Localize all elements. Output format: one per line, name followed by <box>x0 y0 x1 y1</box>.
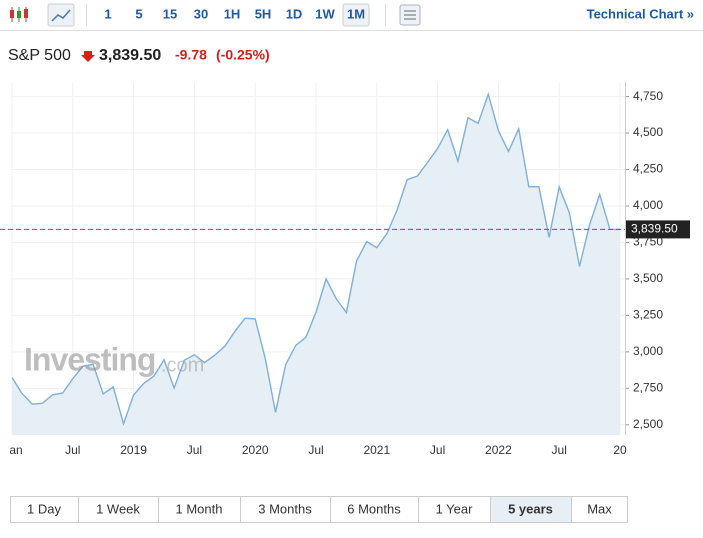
x-tick-label: 2020 <box>242 443 269 457</box>
instrument-name: S&P 500 <box>8 47 71 64</box>
y-tick-label: 4,000 <box>633 198 663 212</box>
y-tick-label: 4,500 <box>633 125 663 139</box>
y-tick-label: 3,250 <box>633 308 663 322</box>
interval-button[interactable]: 1W <box>315 6 335 21</box>
interval-button[interactable]: 1D <box>286 6 303 21</box>
range-tab[interactable]: 6 Months <box>347 501 401 516</box>
range-tab[interactable]: Max <box>587 501 612 516</box>
interval-button[interactable]: 5 <box>135 6 142 21</box>
line-chart-icon[interactable] <box>47 3 75 27</box>
x-tick-label: 2019 <box>120 443 147 457</box>
watermark-brand: Investing <box>24 341 155 377</box>
x-tick-label: 2022 <box>485 443 512 457</box>
interval-button[interactable]: 1 <box>104 6 111 21</box>
line <box>11 91 621 427</box>
x-tick-label: an <box>9 443 22 457</box>
range-tab[interactable]: 1 Week <box>96 501 140 516</box>
x-tick-label: 2021 <box>363 443 390 457</box>
y-tick-label: 4,750 <box>633 89 663 103</box>
change: -9.78 <box>175 47 207 63</box>
interval-active-bg <box>342 3 370 27</box>
x-tick-label: Jul <box>187 443 202 457</box>
tab-active-bg <box>490 497 572 522</box>
range-tab[interactable]: 1 Day <box>27 501 61 516</box>
range-tab[interactable]: 1 Month <box>176 501 223 516</box>
interval-button[interactable]: 1M <box>347 6 365 21</box>
table-icon[interactable] <box>399 4 421 26</box>
y-tick-label: 2,500 <box>633 417 663 431</box>
range-tab[interactable]: 3 Months <box>258 501 312 516</box>
area <box>12 94 620 436</box>
technical-chart-link[interactable]: Technical Chart » <box>587 6 694 21</box>
range-tab[interactable]: 5 years <box>508 501 553 516</box>
y-tick-label: 2,750 <box>633 380 663 394</box>
x-tick-label: Jul <box>65 443 80 457</box>
interval-button[interactable]: 30 <box>194 6 208 21</box>
price: 3,839.50 <box>99 47 161 64</box>
down-arrow <box>81 51 95 62</box>
y-tick-label: 3,500 <box>633 271 663 285</box>
candle-icon[interactable] <box>10 7 28 22</box>
interval-button[interactable]: 1H <box>224 6 241 21</box>
y-tick-label: 4,250 <box>633 162 663 176</box>
x-tick-label: Jul <box>308 443 323 457</box>
y-tick-label: 3,000 <box>633 344 663 358</box>
interval-button[interactable]: 15 <box>163 6 177 21</box>
last-price-label: 3,839.50 <box>631 222 678 236</box>
watermark: Investing .com <box>24 341 204 377</box>
range-tab[interactable]: 1 Year <box>436 501 474 516</box>
x-tick-label: Jul <box>552 443 567 457</box>
watermark-suffix: .com <box>161 354 204 376</box>
x-tick-label: Jul <box>430 443 445 457</box>
change-percent: (-0.25%) <box>216 47 270 63</box>
x-tick-label: 20 <box>613 443 627 457</box>
interval-button[interactable]: 5H <box>255 6 272 21</box>
last-price-tag <box>626 220 690 239</box>
